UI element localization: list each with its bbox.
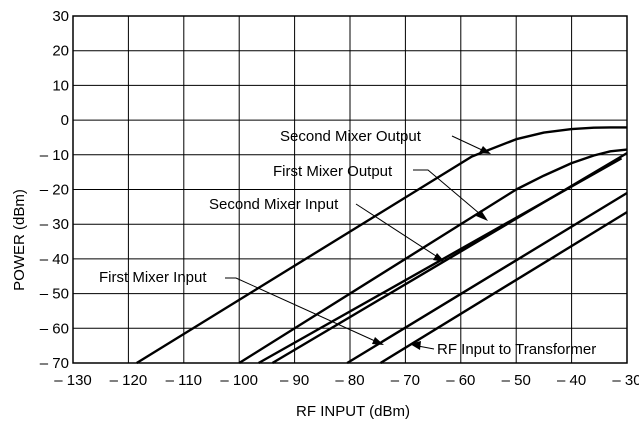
x-axis-title: RF INPUT (dBm) [296, 403, 410, 420]
leader-first-mixer-input [225, 277, 376, 342]
y-tick-label: – 30 [40, 216, 69, 233]
y-tick-label: – 50 [40, 286, 69, 303]
arrowhead-second-mixer-input [433, 253, 445, 262]
x-tick-label: – 90 [280, 372, 309, 389]
arrowhead-rf-input-to-transformer [410, 341, 421, 350]
y-tick-label: 30 [52, 8, 69, 25]
y-tick-label: 10 [52, 77, 69, 94]
annotation-rf-input-to-transformer: RF Input to Transformer [437, 341, 596, 358]
x-tick-label: – 50 [502, 372, 531, 389]
x-tick-label: – 130 [54, 372, 92, 389]
series-line-rf-input-to-transformer [346, 191, 628, 365]
x-tick-label: – 70 [391, 372, 420, 389]
x-tick-label: – 120 [110, 372, 148, 389]
y-tick-label: 0 [61, 112, 69, 129]
x-tick-label: – 60 [446, 372, 475, 389]
y-tick-label: – 60 [40, 320, 69, 337]
leader-second-mixer-output [451, 135, 483, 151]
y-axis-title: POWER (dBm) [11, 189, 28, 291]
x-tick-label: – 80 [335, 372, 364, 389]
y-tick-labels: 30 20 10 0 – 10 – 20 – 30 – 40 – 50 – 60 – 70 [40, 8, 69, 372]
x-tick-label: – 110 [166, 372, 202, 389]
x-tick-labels: – 130 – 120 – 110 – 100 – 90 – 80 – 70 – 60 – 50… [54, 372, 639, 389]
leader-second-mixer-input [355, 203, 437, 257]
annotations: Second Mixer Output First Mixer Output S… [99, 128, 596, 358]
y-tick-label: – 20 [40, 182, 69, 199]
leader-rf-input-to-transformer [417, 345, 435, 350]
x-tick-label: – 100 [220, 372, 258, 389]
series-line-second-mixer-output [136, 126, 627, 365]
annotation-second-mixer-input: Second Mixer Input [209, 196, 339, 213]
x-tick-label: – 40 [557, 372, 586, 389]
annotation-second-mixer-output: Second Mixer Output [280, 128, 422, 145]
leader-first-mixer-output [413, 169, 481, 215]
arrowhead-first-mixer-input [372, 337, 384, 345]
plot-frame [72, 15, 628, 364]
y-tick-label: – 40 [40, 251, 69, 268]
series-line-first-mixer-output [238, 148, 628, 365]
series-line-first-mixer-input [271, 152, 628, 365]
y-tick-label: – 10 [40, 147, 69, 164]
y-tick-label: 20 [52, 43, 69, 60]
annotation-first-mixer-input: First Mixer Input [99, 269, 207, 286]
arrowhead-first-mixer-output [476, 210, 488, 221]
y-tick-label: – 70 [40, 355, 69, 372]
series-line-rf-input-to-transformer-2 [379, 211, 628, 365]
x-tick-label: – 30 [612, 372, 639, 389]
arrowhead-second-mixer-output [479, 146, 491, 154]
annotation-first-mixer-output: First Mixer Output [273, 163, 393, 180]
